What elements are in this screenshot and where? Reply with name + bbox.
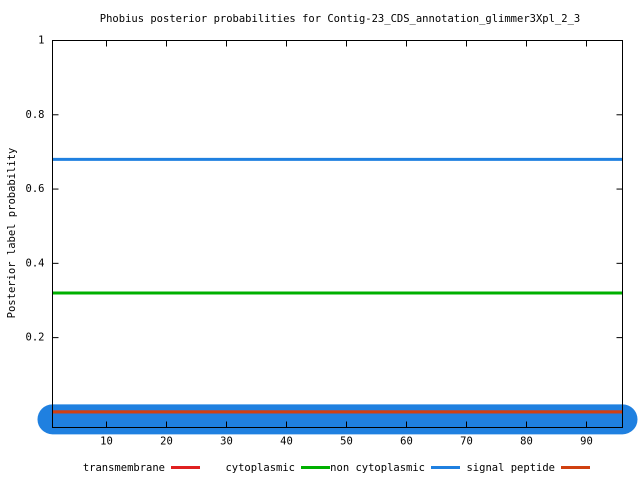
y-tick-label: 0.2: [26, 332, 45, 344]
y-tick-label: 1: [38, 35, 44, 47]
x-tick-label: 40: [280, 436, 293, 448]
legend-label: cytoplasmic: [225, 462, 295, 474]
y-axis-label: Posterior label probability: [6, 148, 18, 319]
y-tick-label: 0.4: [26, 257, 45, 269]
x-tick-label: 80: [520, 436, 533, 448]
legend-label: signal peptide: [466, 462, 555, 474]
x-tick-label: 50: [340, 436, 353, 448]
x-tick-label: 30: [220, 436, 233, 448]
legend-label: transmembrane: [83, 462, 165, 474]
x-tick-label: 20: [160, 436, 173, 448]
y-tick-label: 0.6: [26, 183, 45, 195]
x-tick-label: 60: [400, 436, 413, 448]
x-tick-label: 10: [100, 436, 113, 448]
chart-title: Phobius posterior probabilities for Cont…: [100, 13, 580, 25]
y-tick-label: 0.8: [26, 109, 45, 121]
x-tick-label: 90: [580, 436, 593, 448]
legend-label: non cytoplasmic: [330, 462, 425, 474]
plot-frame: [52, 40, 623, 428]
x-tick-label: 70: [460, 436, 473, 448]
